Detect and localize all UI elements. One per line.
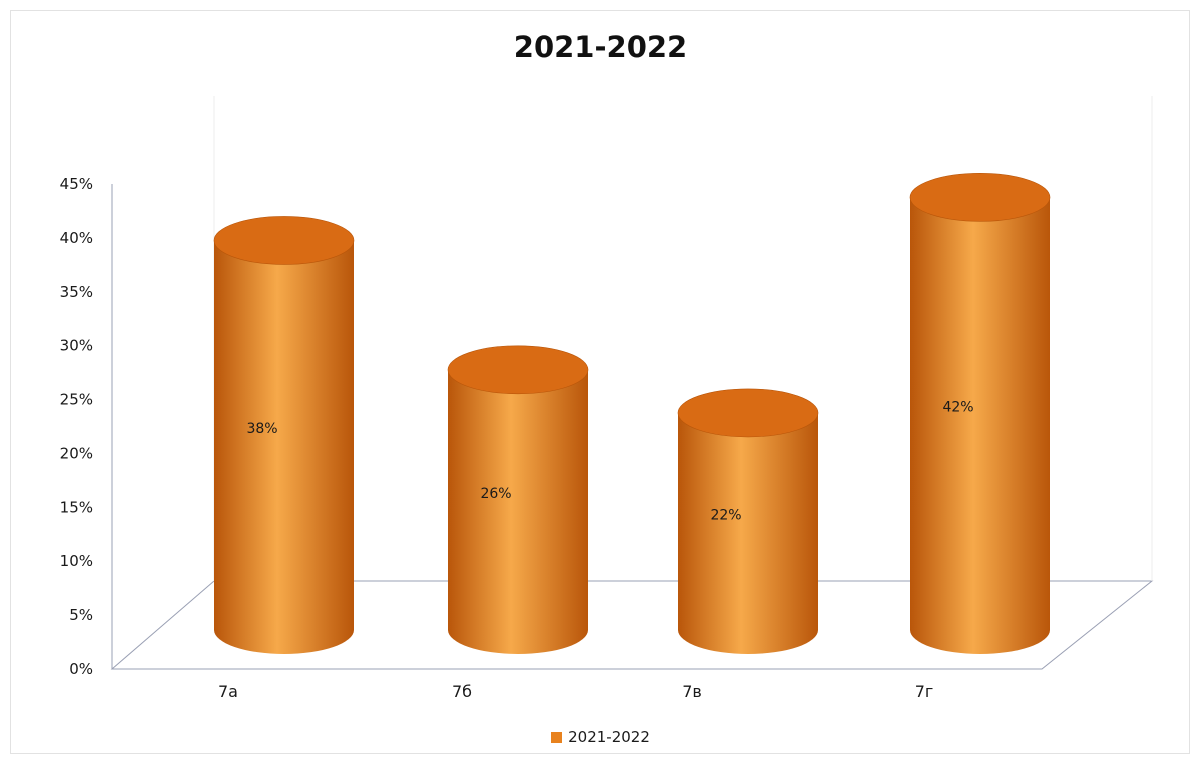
- data-label: 26%: [480, 486, 511, 502]
- bar-top: [213, 216, 355, 265]
- bar-7в: [677, 388, 819, 654]
- x-tick-label: 7г: [915, 682, 934, 701]
- bar-body: [678, 412, 818, 654]
- y-tick-label: 20%: [60, 444, 93, 462]
- data-label: 38%: [246, 421, 277, 437]
- legend: 2021-2022: [0, 728, 1201, 746]
- x-tick-label: 7а: [218, 682, 238, 701]
- data-label: 22%: [710, 507, 741, 523]
- y-tick-label: 35%: [60, 283, 93, 301]
- bar-top: [677, 388, 819, 438]
- y-tick-label: 0%: [69, 660, 93, 678]
- bar-body: [910, 197, 1050, 655]
- bar-7б: [447, 345, 589, 654]
- bar-top: [447, 345, 589, 395]
- y-tick-label: 40%: [60, 229, 93, 247]
- bar-body: [448, 369, 588, 654]
- y-tick-label: 45%: [60, 175, 93, 193]
- bar-7а: [213, 216, 355, 654]
- data-label: 42%: [942, 400, 973, 416]
- y-tick-label: 25%: [60, 391, 93, 409]
- chart-title: 2021-2022: [513, 30, 688, 64]
- y-tick-label: 30%: [60, 337, 93, 355]
- legend-swatch: [551, 732, 563, 743]
- x-tick-label: 7в: [682, 682, 702, 701]
- y-tick-label: 15%: [60, 498, 93, 516]
- y-tick-label: 5%: [69, 606, 93, 624]
- bar-top: [909, 173, 1051, 222]
- bar-7г: [909, 173, 1051, 655]
- y-tick-label: 10%: [60, 552, 93, 570]
- x-tick-label: 7б: [452, 682, 472, 701]
- legend-label: 2021-2022: [568, 728, 650, 746]
- bar-body: [214, 240, 354, 654]
